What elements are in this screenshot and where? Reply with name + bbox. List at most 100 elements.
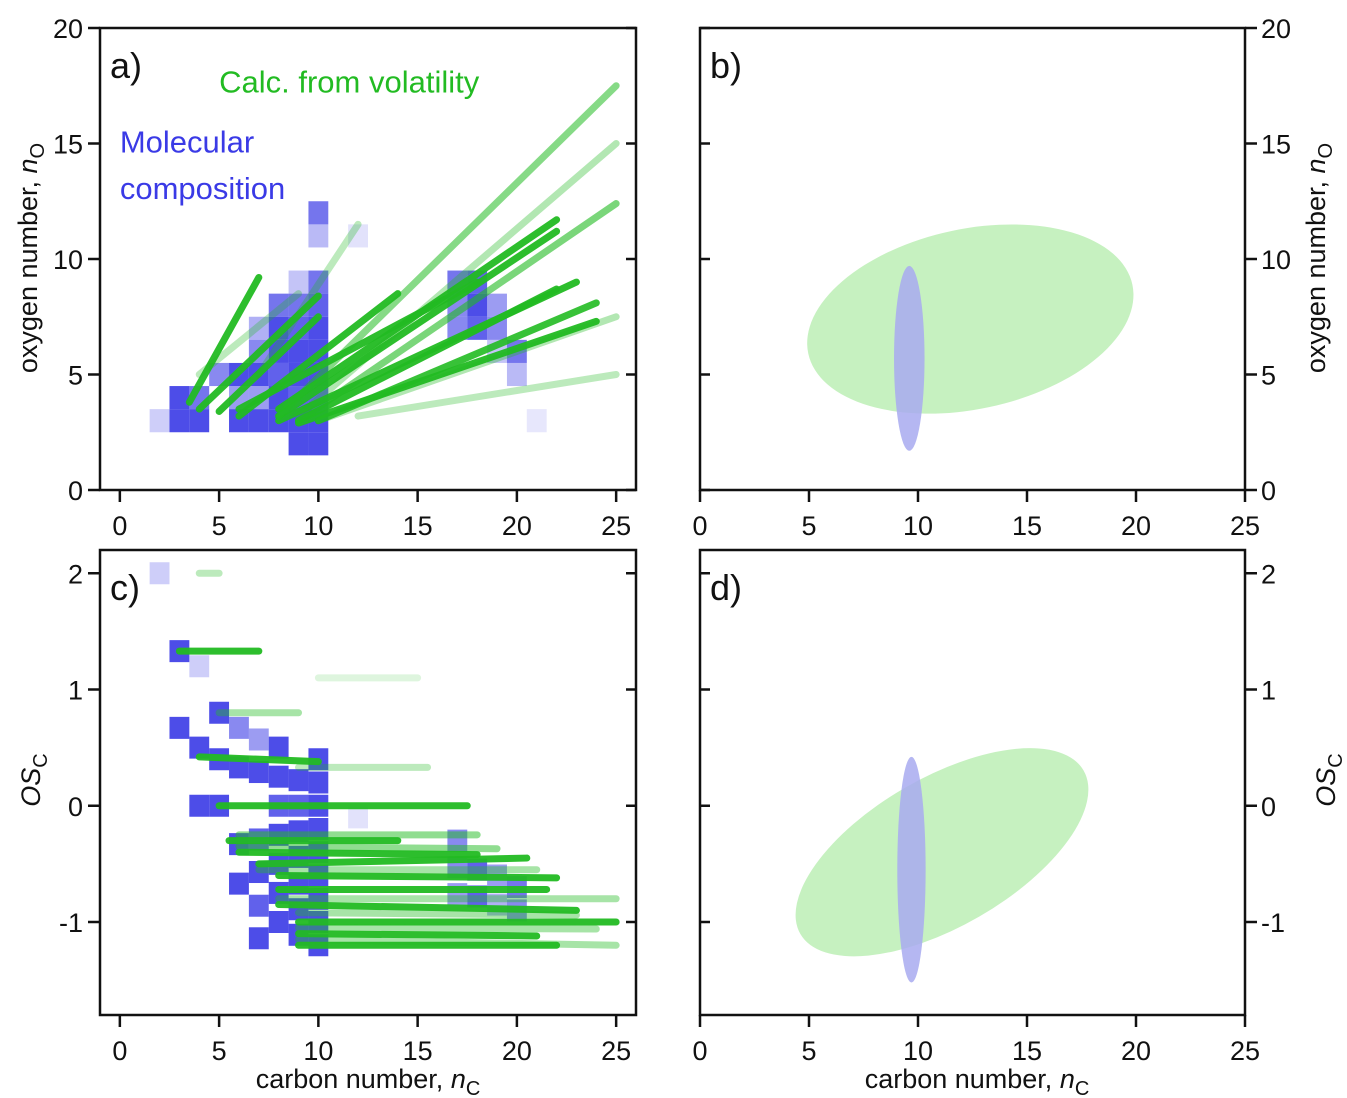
y-axis-label-c: OSC bbox=[16, 753, 52, 806]
molecular-composition-square bbox=[149, 562, 170, 585]
x-tick-label: 15 bbox=[1012, 1036, 1042, 1066]
calc-from-volatility-line bbox=[295, 924, 600, 933]
x-tick-label: 10 bbox=[303, 1036, 333, 1066]
molecular-composition-square bbox=[169, 716, 190, 739]
molecular-composition-square bbox=[308, 432, 329, 456]
y-axis-label-b-text: oxygen number, bbox=[1301, 173, 1331, 373]
y-axis-label-d-sub: C bbox=[1325, 753, 1347, 767]
x-tick-label: 25 bbox=[1230, 1036, 1260, 1066]
calc-from-volatility-line bbox=[255, 220, 362, 378]
calc-from-volatility-line bbox=[195, 290, 303, 378]
calc-from-volatility-line bbox=[235, 842, 501, 853]
molecular-composition-square bbox=[288, 270, 309, 294]
x-axis-label-c-sub: C bbox=[466, 1078, 480, 1098]
molecular-composition-square bbox=[308, 224, 329, 248]
molecular-composition-square bbox=[248, 728, 269, 751]
molecular-composition-square bbox=[487, 293, 507, 317]
molecular-composition-square bbox=[288, 339, 309, 363]
y-axis-label-d: OSC bbox=[1311, 753, 1347, 806]
calc-from-volatility-line bbox=[295, 140, 620, 420]
molecular-composition-square bbox=[506, 362, 527, 387]
x-tick-label: 0 bbox=[112, 511, 127, 541]
y-tick-label: 15 bbox=[1261, 130, 1291, 160]
x-tick-label: 5 bbox=[801, 1036, 816, 1066]
calc-from-volatility-line bbox=[275, 872, 561, 882]
x-tick-label: 15 bbox=[1012, 511, 1042, 541]
molecular-composition-square bbox=[248, 927, 269, 950]
panel-label-b: b) bbox=[710, 45, 742, 86]
calc-from-volatility-line bbox=[295, 200, 620, 425]
molecular-composition-square bbox=[189, 736, 210, 759]
y-tick-label: 15 bbox=[53, 130, 83, 160]
panel-label-a: a) bbox=[110, 45, 142, 86]
x-tick-label: 15 bbox=[403, 511, 433, 541]
x-tick-label: 25 bbox=[1230, 511, 1260, 541]
x-tick-label: 20 bbox=[502, 511, 532, 541]
plot-area-d bbox=[795, 748, 1089, 983]
calc-from-volatility-line bbox=[295, 285, 561, 425]
y-axis-label-b-sym: n bbox=[1301, 158, 1331, 173]
molecular-composition-square bbox=[308, 771, 329, 794]
molecular-composition-square bbox=[189, 655, 210, 678]
molecular-composition-square bbox=[189, 794, 210, 817]
molecular-composition-square bbox=[169, 386, 190, 410]
calc-from-volatility-line bbox=[295, 909, 580, 919]
molecular-composition-square bbox=[149, 409, 170, 433]
y-tick-label: 10 bbox=[1261, 245, 1291, 275]
y-tick-label: 2 bbox=[68, 559, 83, 589]
panel-frame-c bbox=[98, 548, 638, 1017]
x-tick-label: 20 bbox=[502, 1036, 532, 1066]
calc-from-volatility-line bbox=[195, 292, 322, 413]
y-tick-label: 5 bbox=[68, 361, 83, 391]
molecular-composition-square bbox=[348, 806, 368, 829]
x-tick-label: 20 bbox=[1121, 511, 1151, 541]
y-axis-label-a-text: oxygen number, bbox=[13, 173, 43, 373]
x-axis-label-d: carbon number, nC bbox=[865, 1064, 1090, 1098]
molecular-composition-square bbox=[268, 293, 289, 317]
y-tick-label: -1 bbox=[1261, 908, 1285, 938]
calc-from-volatility-ellipse bbox=[807, 224, 1134, 414]
plot-area-b bbox=[807, 224, 1134, 451]
y-tick-label: 0 bbox=[68, 476, 83, 506]
molecular-composition-square bbox=[248, 894, 269, 917]
x-tick-label: 0 bbox=[692, 511, 707, 541]
y-tick-label: 1 bbox=[1261, 676, 1276, 706]
x-tick-label: 0 bbox=[692, 1036, 707, 1066]
panel-a: 0 5 10 15 20 25 0 5 10 15 20 a) Calc. from volatilit… bbox=[53, 14, 638, 541]
molecular-composition-square bbox=[229, 872, 249, 895]
calc-from-volatility-line bbox=[255, 854, 531, 868]
x-tick-label: 5 bbox=[212, 1036, 227, 1066]
molecular-composition-square bbox=[288, 769, 309, 792]
annotation-molecular-composition: composition bbox=[120, 171, 285, 206]
x-tick-label: 5 bbox=[801, 511, 816, 541]
calc-from-volatility-line bbox=[295, 935, 620, 949]
y-tick-label: 1 bbox=[68, 676, 83, 706]
y-tick-label: 0 bbox=[1261, 476, 1276, 506]
y-axis-label-a-sym: n bbox=[13, 158, 43, 173]
molecular-composition-square bbox=[229, 716, 249, 739]
molecular-composition-square bbox=[268, 911, 289, 933]
x-tick-label: 10 bbox=[303, 511, 333, 541]
y-axis-label-d-sym: OS bbox=[1311, 768, 1341, 807]
y-tick-label: 20 bbox=[1261, 14, 1291, 44]
molecular-composition-ellipse bbox=[894, 265, 925, 451]
molecular-composition-square bbox=[209, 701, 230, 724]
molecular-composition-square bbox=[248, 409, 269, 433]
plot-area-a bbox=[149, 82, 620, 456]
calc-from-volatility-line bbox=[275, 216, 561, 413]
panel-c: 0 5 10 15 20 25 -1 0 1 2 c) bbox=[59, 548, 638, 1066]
molecular-composition-square bbox=[248, 316, 269, 340]
molecular-composition-square bbox=[268, 736, 289, 759]
x-axis-label-d-sub: C bbox=[1075, 1078, 1089, 1098]
y-axis-label-c-sym: OS bbox=[16, 768, 46, 807]
x-tick-label: 20 bbox=[1121, 1036, 1151, 1066]
plot-area-c bbox=[149, 562, 620, 957]
x-axis-label-c: carbon number, nC bbox=[256, 1064, 481, 1098]
x-axis-label-d-text: carbon number, bbox=[865, 1064, 1060, 1094]
x-tick-label: 0 bbox=[112, 1036, 127, 1066]
molecular-composition-square bbox=[308, 201, 329, 225]
y-tick-label: 20 bbox=[53, 14, 83, 44]
calc-from-volatility-line bbox=[235, 848, 481, 859]
